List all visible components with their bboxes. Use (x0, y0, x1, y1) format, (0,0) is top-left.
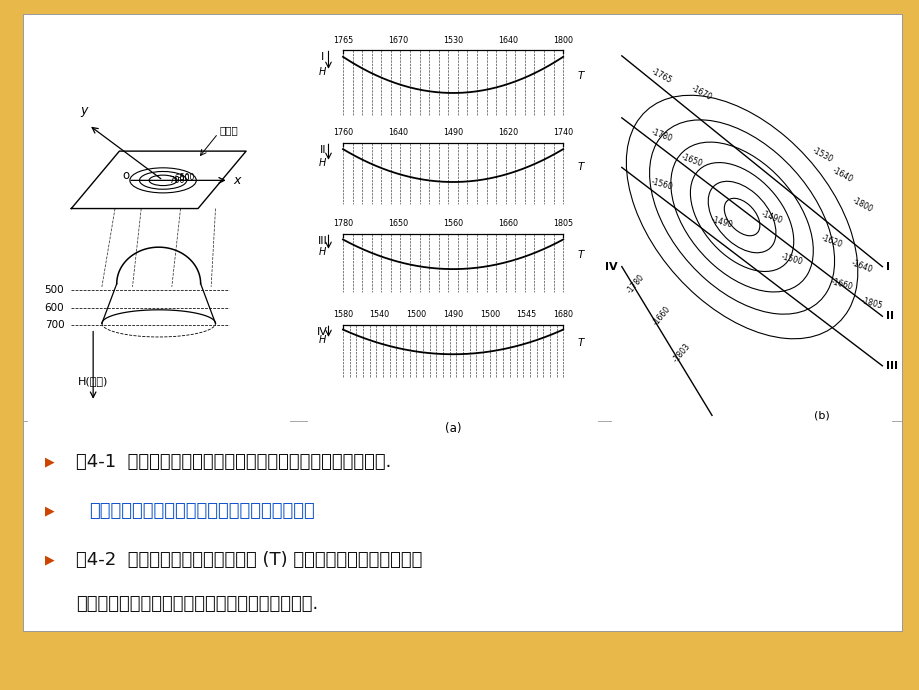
Text: III: III (885, 361, 898, 371)
Text: 1640: 1640 (388, 128, 408, 137)
Text: 1805: 1805 (552, 219, 573, 228)
Text: 600: 600 (45, 303, 64, 313)
Text: 1490: 1490 (443, 310, 462, 319)
Text: 图4-2  把四条剖面上的同一反射层 (T) 的深度，按一定间距展布在: 图4-2 把四条剖面上的同一反射层 (T) 的深度，按一定间距展布在 (75, 551, 422, 569)
Text: -1650: -1650 (679, 152, 703, 168)
Text: -1640: -1640 (830, 166, 853, 184)
Text: 1540: 1540 (369, 310, 390, 319)
Text: a.深度剖面；b.构造图: a.深度剖面；b.构造图 (445, 408, 515, 418)
Text: 1640: 1640 (497, 36, 517, 45)
Text: 1740: 1740 (552, 128, 573, 137)
Text: -1640: -1640 (849, 259, 873, 275)
Text: -1560: -1560 (650, 177, 673, 192)
Text: 1620: 1620 (497, 128, 517, 137)
Polygon shape (72, 151, 246, 208)
Text: -1780: -1780 (625, 273, 646, 295)
Text: 1545: 1545 (516, 310, 536, 319)
Text: II: II (885, 311, 893, 322)
Text: T: T (577, 250, 584, 260)
Text: 图4-1  是地下的一个穹隆构造和该构造顶面的等深图或构造图.: 图4-1 是地下的一个穹隆构造和该构造顶面的等深图或构造图. (75, 453, 391, 471)
Text: 1660: 1660 (497, 219, 517, 228)
Text: H: H (319, 247, 326, 257)
Text: 1765: 1765 (333, 36, 353, 45)
Text: IV: IV (605, 262, 618, 272)
Text: H(深度): H(深度) (78, 376, 108, 386)
Text: ▶: ▶ (45, 554, 54, 566)
Text: I: I (885, 262, 890, 272)
Text: -1490: -1490 (709, 215, 733, 229)
Text: T: T (577, 337, 584, 348)
Text: 1760: 1760 (333, 128, 353, 137)
Text: 1560: 1560 (443, 219, 462, 228)
Text: 1670: 1670 (388, 36, 408, 45)
Text: 1650: 1650 (388, 219, 408, 228)
Text: ▶: ▶ (45, 455, 54, 468)
Text: 1780: 1780 (333, 219, 353, 228)
Text: y: y (81, 104, 88, 117)
Text: 1530: 1530 (443, 36, 462, 45)
Text: 一条深度剖面只能表示该剖面的地下构造形态；: 一条深度剖面只能表示该剖面的地下构造形态； (89, 502, 314, 520)
Text: ▶: ▶ (45, 504, 54, 518)
Text: T: T (577, 71, 584, 81)
Text: 构造图: 构造图 (220, 126, 238, 135)
Text: 1800: 1800 (552, 36, 573, 45)
Text: 1500: 1500 (406, 310, 426, 319)
Text: -1780: -1780 (650, 127, 673, 144)
Text: -1765: -1765 (650, 66, 673, 85)
Text: -1490: -1490 (759, 209, 783, 225)
Text: III: III (317, 236, 327, 246)
Text: -1670: -1670 (689, 84, 713, 102)
Text: -1660: -1660 (651, 305, 672, 328)
Text: 1580: 1580 (333, 310, 353, 319)
Text: -1805: -1805 (859, 297, 883, 311)
Text: -600: -600 (173, 174, 190, 183)
Text: H: H (319, 67, 326, 77)
Text: -1803: -1803 (671, 342, 692, 365)
Text: H: H (319, 157, 326, 168)
Text: 图 4-2: 图 4-2 (464, 393, 494, 406)
Text: 测线平面图上，然后绘出等深线，就得到了构造图.: 测线平面图上，然后绘出等深线，就得到了构造图. (75, 595, 318, 613)
Text: -700: -700 (167, 176, 185, 185)
Text: 1680: 1680 (552, 310, 573, 319)
Text: -1620: -1620 (820, 234, 844, 250)
Text: I: I (321, 52, 324, 62)
Text: (a): (a) (445, 422, 460, 435)
Text: 700: 700 (45, 320, 64, 331)
Text: o: o (122, 168, 129, 181)
Text: x: x (233, 174, 240, 187)
Text: -1660: -1660 (830, 277, 853, 291)
Text: T: T (577, 161, 584, 172)
Text: H: H (319, 335, 326, 345)
Text: -1500: -1500 (779, 252, 803, 266)
Text: 500: 500 (45, 285, 64, 295)
Text: IV: IV (317, 327, 328, 337)
Text: -1800: -1800 (849, 195, 873, 214)
Text: -500: -500 (177, 172, 195, 181)
Text: 图 4-1: 图 4-1 (108, 393, 139, 406)
Text: 1500: 1500 (479, 310, 499, 319)
Text: 1490: 1490 (443, 128, 462, 137)
Text: II: II (319, 145, 325, 155)
Text: (b): (b) (813, 411, 829, 420)
Text: -1530: -1530 (810, 146, 834, 164)
